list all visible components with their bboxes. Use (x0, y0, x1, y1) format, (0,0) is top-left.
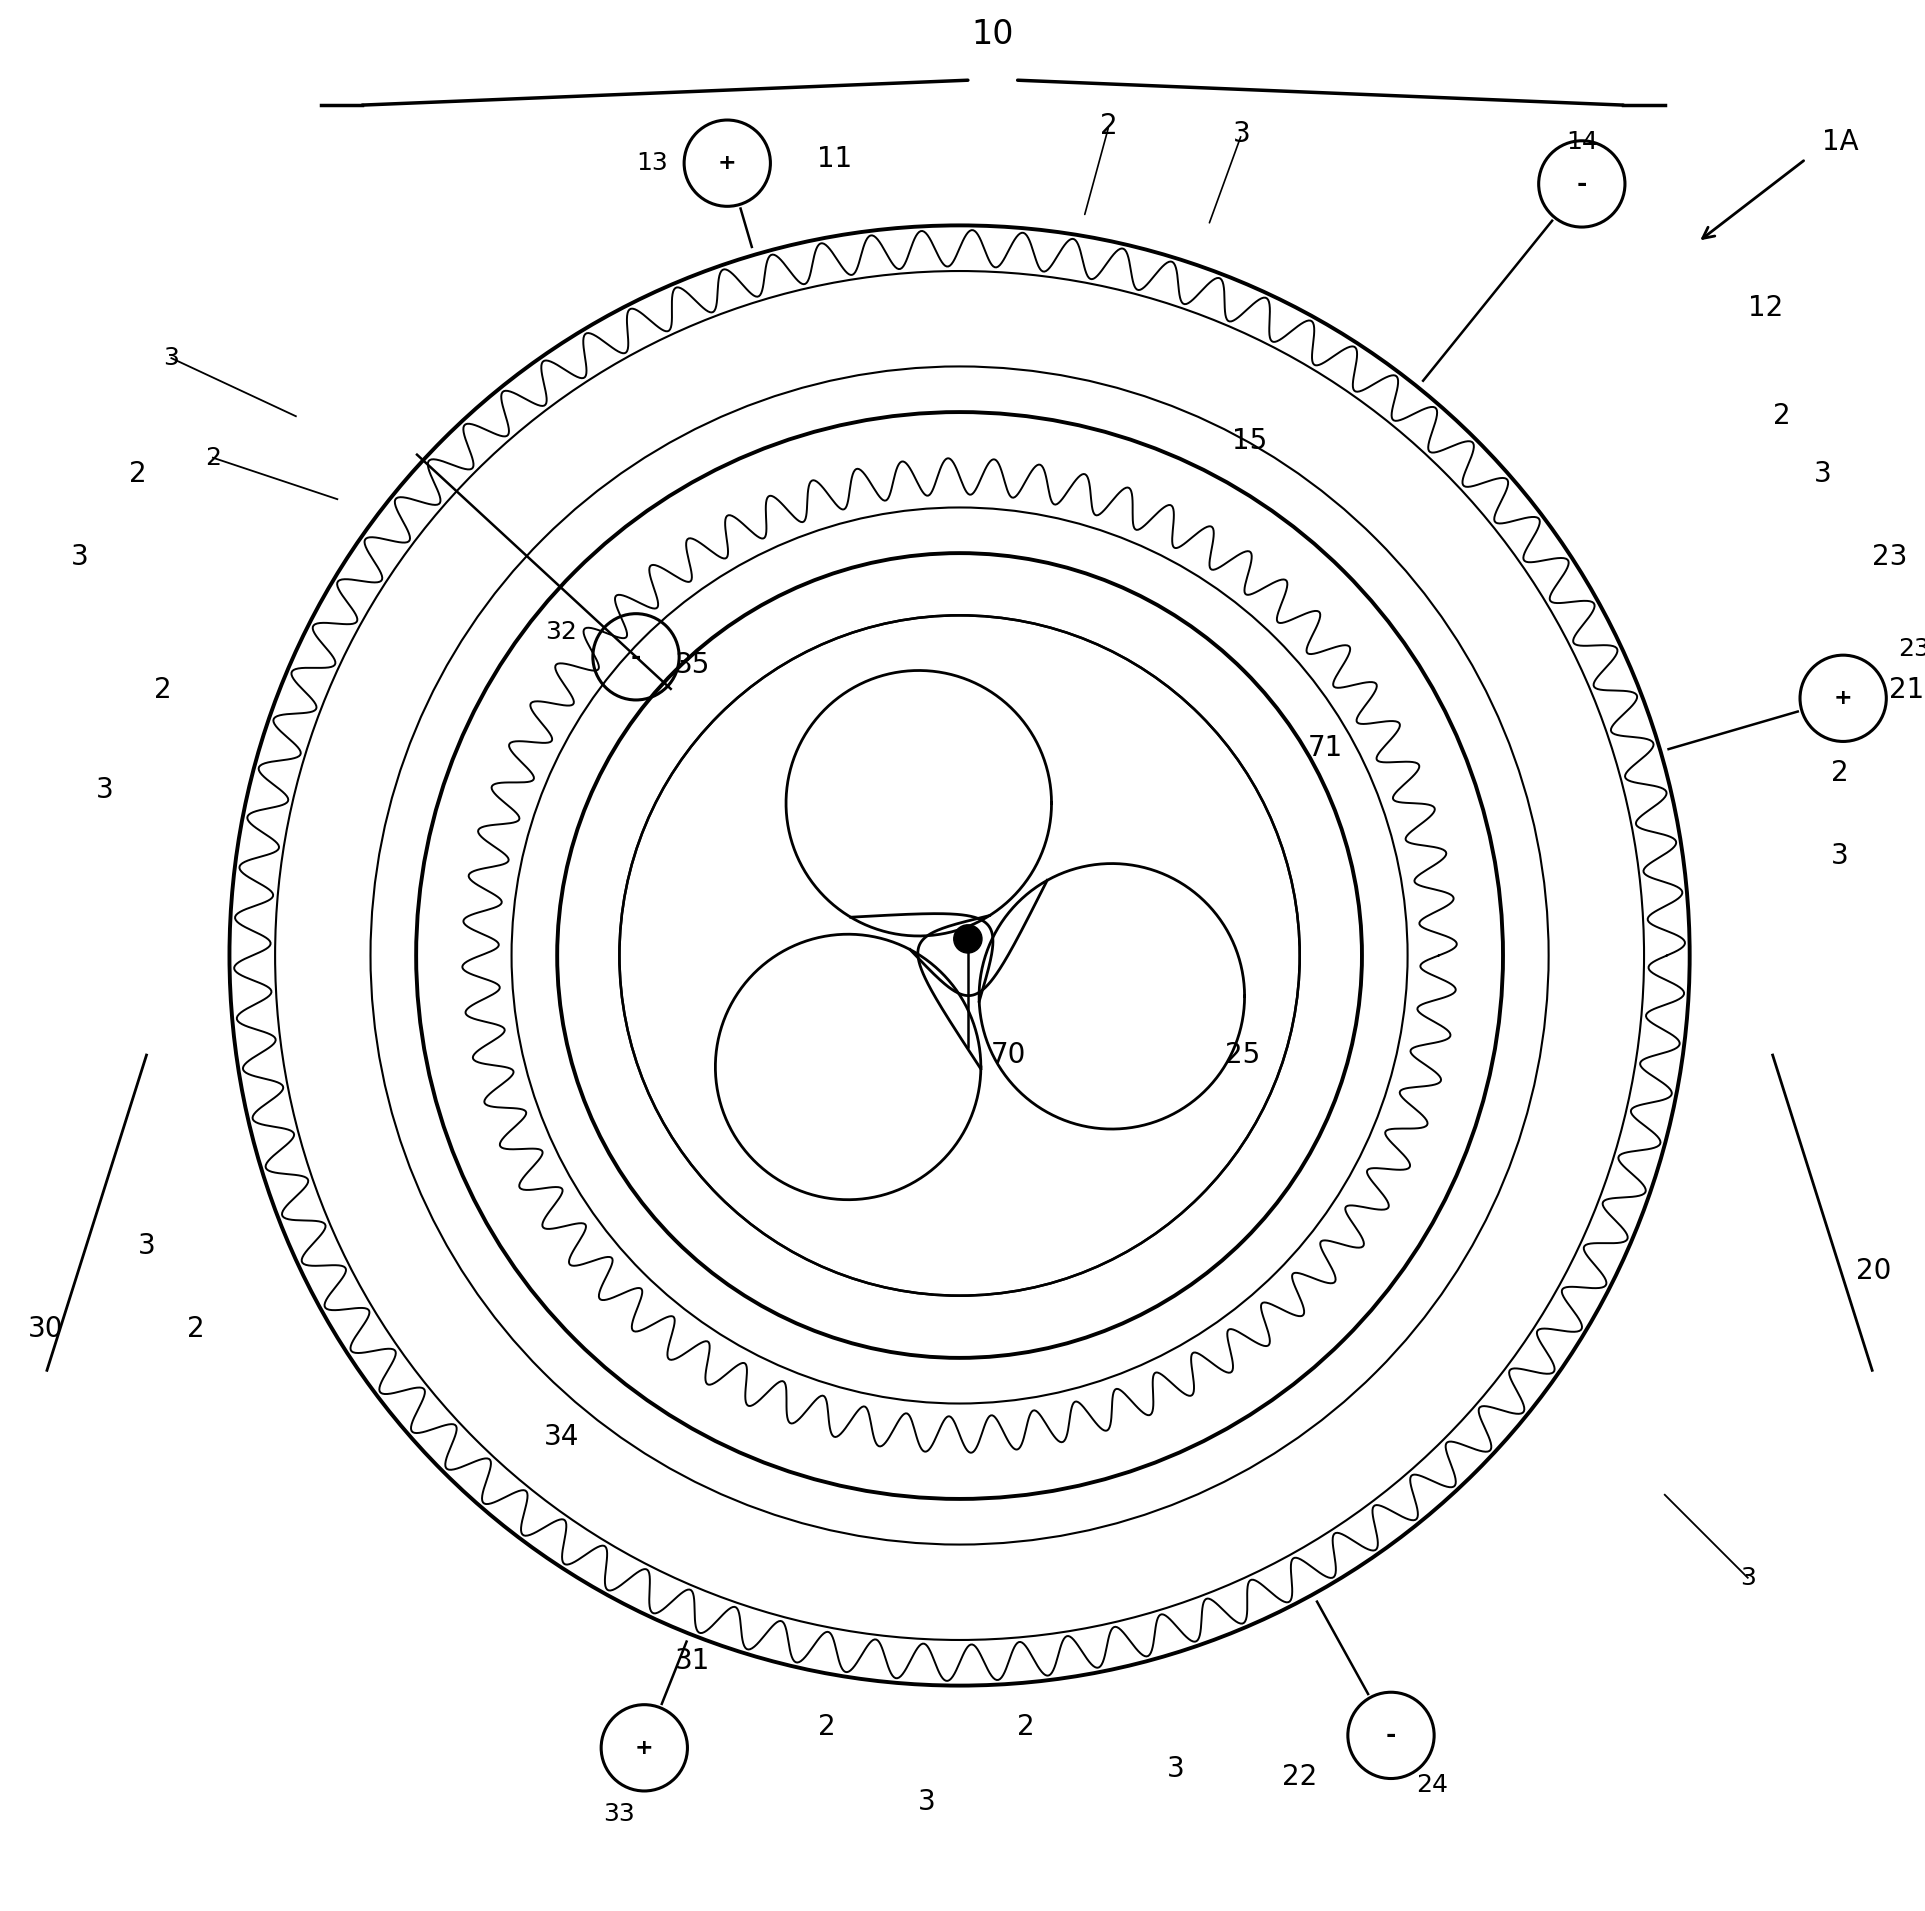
Text: 2: 2 (187, 1315, 206, 1343)
Text: 33: 33 (604, 1802, 635, 1827)
Text: 2: 2 (154, 676, 171, 703)
Text: -: - (1386, 1724, 1396, 1747)
Text: 15: 15 (1232, 428, 1267, 455)
Text: 22: 22 (1282, 1762, 1317, 1791)
Text: 13: 13 (637, 151, 668, 176)
Text: 21: 21 (1888, 676, 1925, 703)
Circle shape (953, 925, 982, 954)
Text: 3: 3 (137, 1233, 156, 1259)
Text: 70: 70 (991, 1041, 1026, 1068)
Text: 2: 2 (1831, 759, 1848, 787)
Text: 3: 3 (1167, 1754, 1184, 1783)
Text: 14: 14 (1565, 130, 1598, 155)
Text: 3: 3 (1813, 461, 1833, 489)
Text: 3: 3 (1232, 120, 1251, 149)
Text: 3: 3 (96, 776, 114, 803)
Text: 12: 12 (1748, 294, 1783, 323)
Text: 2: 2 (1016, 1712, 1036, 1741)
Text: 10: 10 (972, 17, 1014, 52)
Text: 23: 23 (1873, 543, 1908, 571)
Text: 24: 24 (1417, 1773, 1448, 1796)
Text: 30: 30 (29, 1315, 64, 1343)
Text: 2: 2 (129, 461, 146, 489)
Text: 23: 23 (1898, 636, 1925, 661)
Text: 32: 32 (545, 619, 578, 644)
Text: 3: 3 (918, 1789, 936, 1815)
Text: 2: 2 (1099, 113, 1118, 140)
Text: 71: 71 (1307, 734, 1344, 762)
Text: +: + (718, 153, 737, 174)
Text: 3: 3 (1740, 1565, 1756, 1590)
Text: 3: 3 (71, 543, 89, 571)
Text: 25: 25 (1224, 1041, 1261, 1068)
Text: +: + (635, 1737, 654, 1758)
Text: 3: 3 (1831, 843, 1848, 870)
Text: 3: 3 (164, 346, 179, 371)
Text: 2: 2 (818, 1712, 835, 1741)
Text: -: - (1577, 172, 1586, 197)
Text: -: - (631, 644, 641, 669)
Text: 34: 34 (543, 1422, 579, 1450)
Text: 20: 20 (1856, 1257, 1890, 1284)
Text: 2: 2 (204, 445, 221, 470)
Text: 2: 2 (1773, 401, 1790, 430)
Text: 1A: 1A (1823, 128, 1860, 157)
Text: 35: 35 (676, 652, 710, 678)
Text: +: + (1835, 688, 1852, 709)
Text: 11: 11 (818, 145, 853, 174)
Text: 31: 31 (676, 1647, 710, 1674)
